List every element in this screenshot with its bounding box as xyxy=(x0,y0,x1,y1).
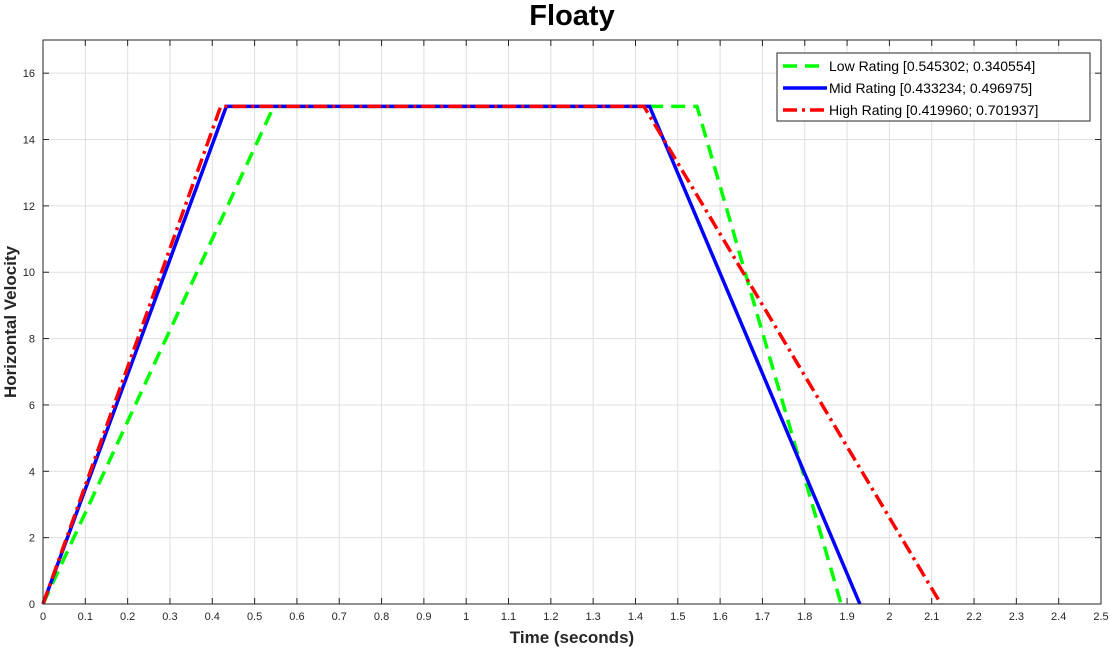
x-tick-label: 0.9 xyxy=(416,611,431,623)
series-line-1 xyxy=(41,104,862,605)
x-tick-label: 2.5 xyxy=(1093,611,1108,623)
x-tick-label: 2.1 xyxy=(924,611,939,623)
legend-label-1: Mid Rating [0.433234; 0.496975] xyxy=(829,80,1032,96)
x-axis-label: Time (seconds) xyxy=(510,628,634,647)
x-tick-label: 1.1 xyxy=(501,611,516,623)
x-tick-label: 2 xyxy=(886,611,892,623)
x-tick-label: 0.2 xyxy=(120,611,135,623)
x-tick-label: 0.7 xyxy=(332,611,347,623)
x-tick-label: 2.3 xyxy=(1009,611,1024,623)
y-tick-label: 8 xyxy=(29,334,35,346)
y-tick-label: 14 xyxy=(23,135,35,147)
chart-title: Floaty xyxy=(529,0,614,32)
x-tick-label: 0.3 xyxy=(162,611,177,623)
y-tick-label: 12 xyxy=(23,201,35,213)
y-tick-label: 6 xyxy=(29,400,35,412)
legend: Low Rating [0.545302; 0.340554] Mid Ratin… xyxy=(776,52,1091,122)
y-tick-label: 10 xyxy=(23,267,35,279)
y-tick-label: 16 xyxy=(23,68,35,80)
x-tick-label: 1.2 xyxy=(543,611,558,623)
x-tick-label: 1 xyxy=(463,611,469,623)
series-lines xyxy=(41,104,943,605)
y-axis-label: Horizontal Velocity xyxy=(1,245,20,398)
ticks: 0 0.1 0.2 0.3 0.4 0.5 0.6 0.7 0.8 0.9 1 1.1 1.2 1.3 1.… xyxy=(23,40,1109,623)
x-tick-label: 1.9 xyxy=(839,611,854,623)
x-tick-label: 1.8 xyxy=(797,611,812,623)
x-tick-label: 1.7 xyxy=(755,611,770,623)
x-tick-label: 2.4 xyxy=(1051,611,1066,623)
x-tick-label: 0 xyxy=(40,611,46,623)
plot-area xyxy=(43,40,1101,604)
x-tick-label: 1.4 xyxy=(628,611,643,623)
y-tick-label: 4 xyxy=(29,466,35,478)
x-tick-label: 2.2 xyxy=(966,611,981,623)
x-tick-label: 0.4 xyxy=(205,611,220,623)
x-tick-label: 1.3 xyxy=(586,611,601,623)
x-tick-label: 0.6 xyxy=(289,611,304,623)
x-tick-label: 1.5 xyxy=(670,611,685,623)
legend-label-0: Low Rating [0.545302; 0.340554] xyxy=(829,58,1035,74)
y-tick-label: 2 xyxy=(29,533,35,545)
y-tick-label: 0 xyxy=(29,599,35,611)
legend-label-2: High Rating [0.419960; 0.701937] xyxy=(829,102,1038,118)
series-line-2 xyxy=(41,104,943,605)
legend-box xyxy=(776,52,1091,122)
x-tick-label: 0.8 xyxy=(374,611,389,623)
x-tick-label: 1.6 xyxy=(712,611,727,623)
axes-box xyxy=(42,39,1102,605)
x-tick-label: 0.5 xyxy=(247,611,262,623)
x-tick-label: 0.1 xyxy=(78,611,93,623)
